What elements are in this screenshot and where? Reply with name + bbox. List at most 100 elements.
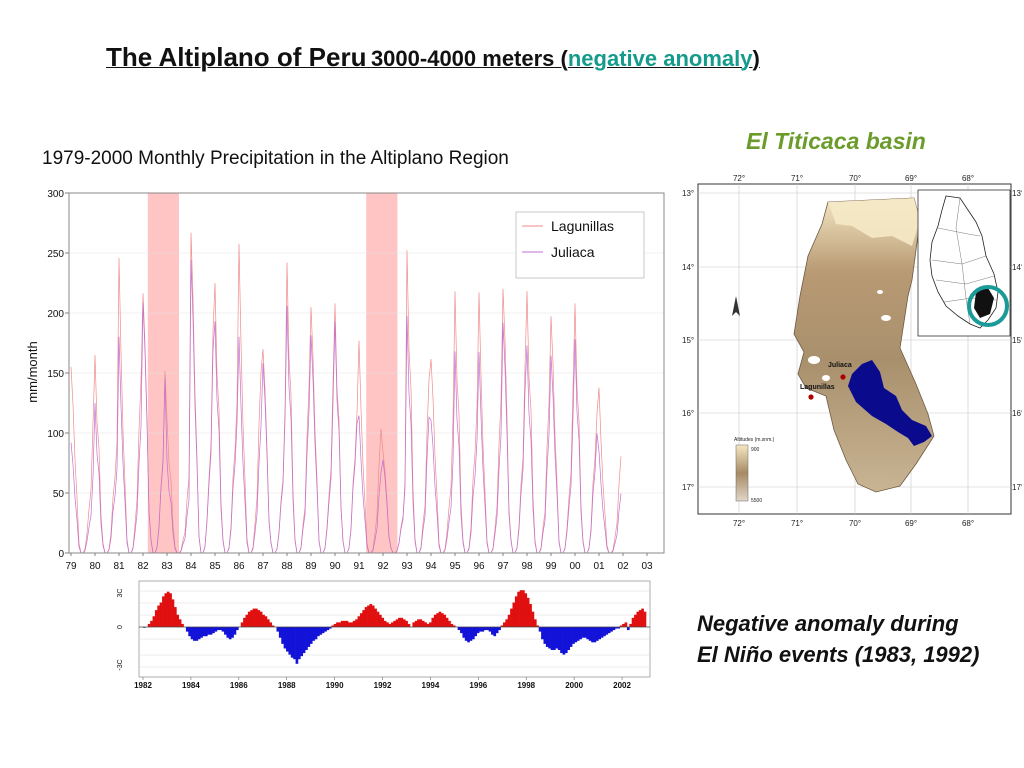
anomaly-bar-negative	[545, 627, 549, 647]
anomaly-bar-positive	[514, 596, 518, 627]
anomaly-bar-positive	[178, 619, 182, 627]
anomaly-bar-positive	[531, 611, 535, 627]
anomaly-bar-positive	[150, 620, 153, 627]
lon-label-69: 69°	[905, 174, 917, 183]
precip-x-tick-label: 93	[401, 561, 413, 572]
anomaly-bar-negative	[576, 627, 580, 641]
anomaly-bar-negative	[467, 627, 470, 643]
anomaly-bar-negative	[543, 627, 547, 644]
anomaly-bar-positive	[512, 602, 516, 627]
anomaly-bar-negative	[195, 627, 199, 641]
anomaly-bar-positive	[345, 620, 349, 627]
anomaly-bar-positive	[438, 611, 442, 627]
precip-x-tick-label: 88	[281, 561, 293, 572]
anomaly-bar-positive	[173, 607, 177, 627]
anomaly-bar-positive	[152, 616, 156, 627]
anomaly-x-tick-label: 1984	[182, 681, 200, 690]
anomaly-bar-positive	[398, 617, 401, 627]
anomaly-bar-positive	[250, 610, 253, 627]
anomaly-bar-negative	[293, 627, 296, 660]
map-lon-labels-top: 72° 71° 70° 69° 68°	[733, 174, 974, 183]
anomaly-bar-negative	[600, 627, 604, 638]
anomaly-bar-negative	[305, 627, 308, 650]
anomaly-bar-negative	[626, 627, 630, 631]
anomaly-bar-positive	[255, 608, 258, 627]
lagunillas-marker	[808, 394, 814, 400]
anomaly-bar-positive	[502, 622, 506, 627]
lat-label-16-right: 16°	[1012, 409, 1022, 418]
anomaly-bar-positive	[524, 593, 528, 627]
precip-x-tick-label: 97	[497, 561, 509, 572]
anomaly-bar-negative	[300, 627, 304, 657]
anomaly-bar-positive	[352, 620, 356, 627]
anomaly-bar-negative	[231, 627, 234, 638]
anomaly-bar-positive	[157, 605, 160, 627]
legend-label-lagunillas: Lagunillas	[551, 218, 614, 234]
anomaly-bar-negative	[550, 627, 554, 650]
anomaly-bar-positive	[333, 623, 337, 627]
anomaly-bar-positive	[240, 622, 244, 627]
anomaly-chart: 3C0-3C 1982 1984 1986 1988 1990 1992 1994 1996 1…	[108, 578, 654, 692]
anomaly-bar-positive	[431, 617, 435, 627]
anomaly-note-line2: El Niño events (1983, 1992)	[697, 642, 980, 667]
anomaly-bar-negative	[190, 627, 194, 640]
anomaly-bar-positive	[500, 625, 504, 627]
anomaly-bar-positive	[536, 625, 540, 627]
anomaly-x-tick-label: 1990	[326, 681, 344, 690]
anomaly-bar-positive	[426, 623, 430, 627]
map-lat-labels-right: 13° 14° 15° 16° 17°	[1012, 189, 1022, 492]
anomaly-bar-negative	[564, 627, 568, 654]
anomaly-bar-negative	[555, 627, 559, 649]
anomaly-bar-negative	[541, 627, 544, 640]
anomaly-bar-positive	[154, 610, 158, 627]
anomaly-plot-frame	[138, 580, 651, 678]
legend-label-juliaca: Juliaca	[551, 244, 595, 260]
anomaly-bar-negative	[588, 627, 592, 641]
anomaly-bar-positive	[252, 608, 256, 627]
anomaly-bar-positive	[424, 622, 427, 627]
anomaly-bar-positive	[636, 611, 640, 627]
anomaly-bar-negative	[462, 627, 466, 638]
anomaly-bar-positive	[336, 622, 339, 627]
anomaly-bar-negative	[572, 627, 575, 644]
anomaly-bar-positive	[533, 619, 537, 627]
anomaly-bar-positive	[624, 622, 628, 627]
precip-x-tick-label: 84	[185, 561, 197, 572]
anomaly-bar-positive	[450, 623, 454, 627]
anomaly-bar-negative	[221, 627, 225, 632]
anomaly-bar-positive	[262, 614, 265, 627]
altitude-legend-title: Altitudes (m.snm.)	[734, 437, 775, 443]
anomaly-bar-positive	[340, 620, 344, 627]
lat-label-15: 15°	[682, 336, 694, 345]
anomaly-bar-negative	[574, 627, 578, 643]
anomaly-bar-negative	[579, 627, 582, 640]
anomaly-bar-positive	[264, 616, 268, 627]
anomaly-bar-negative	[228, 627, 232, 640]
anomaly-bar-negative	[598, 627, 601, 640]
lon-label-71-bottom: 71°	[791, 519, 803, 528]
anomaly-bar-negative	[476, 627, 480, 634]
anomaly-bar-negative	[483, 627, 487, 631]
anomaly-bar-positive	[631, 617, 635, 627]
precip-x-tick-label: 91	[353, 561, 365, 572]
anomaly-bar-positive	[176, 614, 180, 627]
anomaly-bar-negative	[457, 627, 461, 631]
precip-y-tick-label: 100	[47, 429, 64, 440]
anomaly-bar-positive	[443, 614, 447, 627]
anomaly-bar-positive	[343, 620, 346, 627]
anomaly-bar-positive	[634, 614, 637, 627]
precip-x-tick-label: 00	[569, 561, 581, 572]
anomaly-bar-negative	[309, 627, 313, 644]
anomaly-bar-positive	[519, 590, 523, 627]
precip-y-tick-label: 50	[53, 489, 65, 500]
anomaly-bar-positive	[331, 625, 335, 627]
anomaly-bar-positive	[619, 625, 623, 627]
anomaly-bar-positive	[271, 625, 275, 627]
anomaly-bar-negative	[288, 627, 292, 655]
anomaly-bar-negative	[283, 627, 287, 649]
anomaly-bar-negative	[562, 627, 566, 655]
anomaly-bar-positive	[269, 622, 273, 627]
anomaly-bar-negative	[226, 627, 230, 638]
lat-label-14-right: 14°	[1012, 263, 1022, 272]
lat-label-13-right: 13°	[1012, 189, 1022, 198]
